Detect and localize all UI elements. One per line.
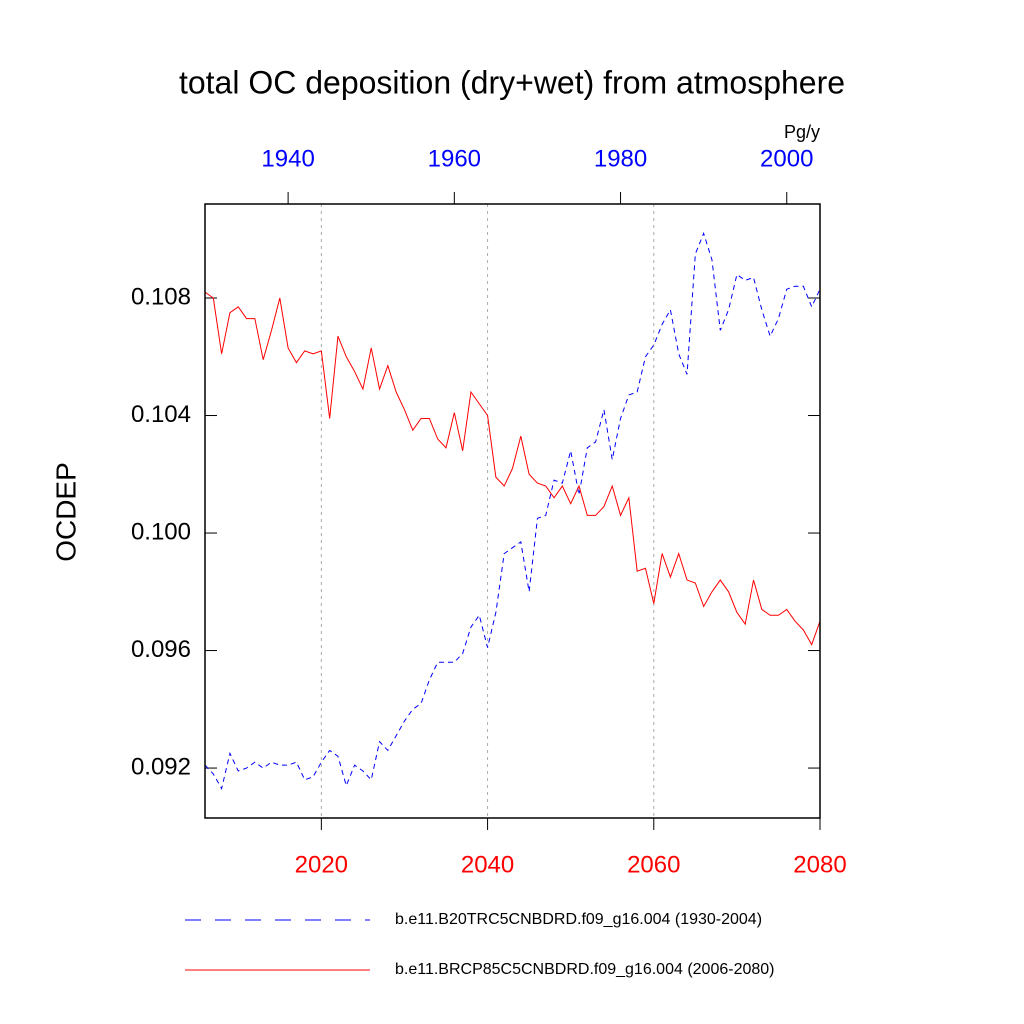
chart-title: total OC deposition (dry+wet) from atmos… <box>179 64 845 100</box>
x2-tick-label: 2000 <box>760 145 813 172</box>
x2-tick-label: 1980 <box>594 145 647 172</box>
x-tick-label: 2080 <box>793 851 846 878</box>
legend-label: b.e11.B20TRC5CNBDRD.f09_g16.004 (1930-20… <box>395 911 762 928</box>
x-tick-label: 2020 <box>295 851 348 878</box>
x2-tick-label: 1940 <box>261 145 314 172</box>
data-line <box>204 231 821 790</box>
units-label: Pg/y <box>784 122 820 142</box>
plot-frame <box>204 203 821 819</box>
x-tick-label: 2060 <box>627 851 680 878</box>
y-axis-label: OCDEP <box>50 462 81 562</box>
y-tick-label: 0.104 <box>131 401 191 428</box>
y-tick-label: 0.092 <box>131 753 191 780</box>
y-tick-label: 0.096 <box>131 636 191 663</box>
x-tick-label: 2040 <box>461 851 514 878</box>
legend-label: b.e11.BRCP85C5CNBDRD.f09_g16.004 (2006-2… <box>395 961 774 978</box>
data-line <box>204 291 821 646</box>
x2-tick-label: 1960 <box>428 145 481 172</box>
y-tick-label: 0.108 <box>131 283 191 310</box>
y-tick-label: 0.100 <box>131 518 191 545</box>
